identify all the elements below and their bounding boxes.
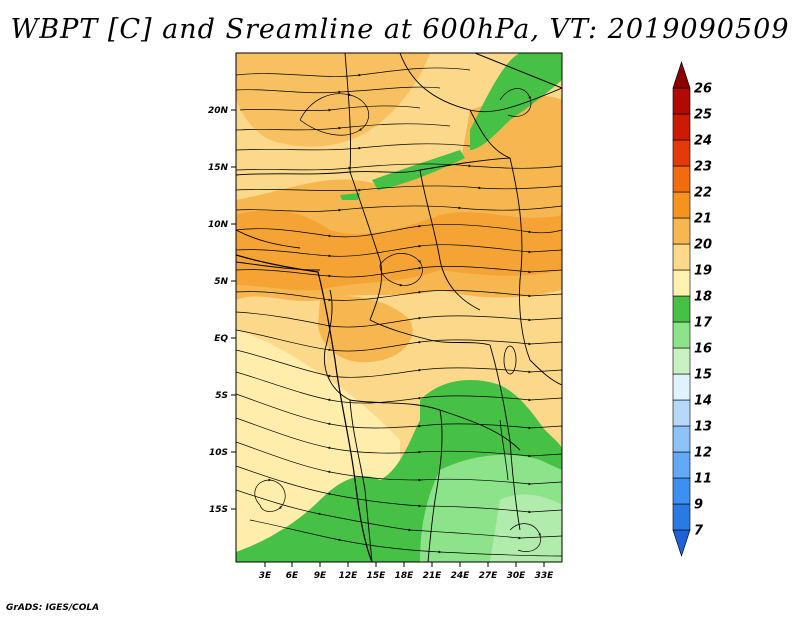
lon-label: 18E	[395, 571, 415, 581]
colorbar-label: 26	[694, 82, 712, 97]
colorbar-label: 9	[694, 498, 703, 513]
colorbar-label: 15	[694, 368, 712, 383]
chart-title: WBPT [C] and Sreamline at 600hPa, VT: 20…	[10, 14, 790, 45]
lon-label: 24E	[451, 571, 471, 581]
lat-label: 5N	[214, 277, 228, 287]
map-frame	[235, 52, 563, 563]
colorbar-label: 23	[694, 160, 712, 175]
colorbar-bin	[672, 347, 691, 375]
longitude-axis: 3E 6E 9E 12E 15E 18E 21E 24E 27E 30E 33E	[259, 562, 554, 581]
country-borders	[236, 53, 562, 562]
colorbar-bin	[672, 243, 691, 271]
colorbar-bin	[672, 373, 691, 401]
lon-label: 33E	[535, 571, 555, 581]
colorbar-label: 24	[694, 134, 712, 149]
lon-label: 12E	[339, 571, 359, 581]
lat-label: 5S	[215, 391, 228, 401]
lake-tanganyika	[499, 419, 509, 481]
colorbar-bin	[672, 113, 691, 141]
colorbar-bin	[672, 295, 691, 323]
colorbar-label: 18	[694, 290, 712, 305]
coastline	[236, 254, 373, 562]
lat-label: 10N	[208, 220, 229, 230]
colorbar-label: 12	[694, 446, 712, 461]
colorbar-blocks	[672, 61, 691, 557]
colorbar-bin	[672, 399, 691, 427]
credit-label: GrADS: IGES/COLA	[6, 603, 100, 613]
colorbar-bin	[672, 61, 691, 89]
colorbar: 7 9 11 12 13 14 15 16 17 18 19 20 21 22 23 24 25 26	[672, 61, 713, 557]
colorbar-bin	[672, 217, 691, 245]
colorbar-bin	[672, 529, 691, 557]
lat-label: 20N	[208, 106, 229, 116]
colorbar-label: 16	[694, 342, 712, 357]
colorbar-label: 17	[694, 316, 713, 331]
colorbar-label: 25	[694, 108, 712, 123]
lat-label: EQ	[214, 334, 228, 344]
colorbar-labels: 7 9 11 12 13 14 15 16 17 18 19 20 21 22 23 24 25 26	[694, 82, 713, 539]
streamlines	[236, 67, 562, 557]
map-panel	[236, 53, 562, 562]
latitude-axis: 20N 15N 10N 5N EQ 5S 10S 15S	[208, 106, 236, 515]
colorbar-bin	[672, 451, 691, 479]
colorbar-bin	[672, 425, 691, 453]
lat-label: 10S	[209, 448, 228, 458]
colorbar-label: 22	[694, 186, 712, 201]
lon-label: 6E	[286, 571, 299, 581]
colorbar-bin	[672, 269, 691, 297]
colorbar-label: 20	[694, 238, 712, 253]
lon-label: 3E	[259, 571, 272, 581]
lon-label: 27E	[479, 571, 499, 581]
colorbar-bin	[672, 503, 691, 531]
lon-label: 30E	[507, 571, 527, 581]
lake-victoria	[503, 345, 517, 375]
colorbar-bin	[672, 87, 691, 115]
colorbar-label: 11	[694, 472, 712, 487]
lon-label: 21E	[423, 571, 443, 581]
colorbar-bin	[672, 139, 691, 167]
colorbar-label: 14	[694, 394, 712, 409]
colorbar-label: 13	[694, 420, 712, 435]
colorbar-bin	[672, 477, 691, 505]
lat-label: 15N	[208, 163, 229, 173]
colorbar-bin	[672, 191, 691, 219]
lat-label: 15S	[209, 505, 228, 515]
colorbar-label: 19	[694, 264, 712, 279]
colorbar-label: 21	[694, 212, 712, 227]
colorbar-label: 7	[694, 524, 704, 539]
lon-label: 15E	[367, 571, 387, 581]
colorbar-bin	[672, 165, 691, 193]
lon-label: 9E	[314, 571, 327, 581]
colorbar-bin	[672, 321, 691, 349]
